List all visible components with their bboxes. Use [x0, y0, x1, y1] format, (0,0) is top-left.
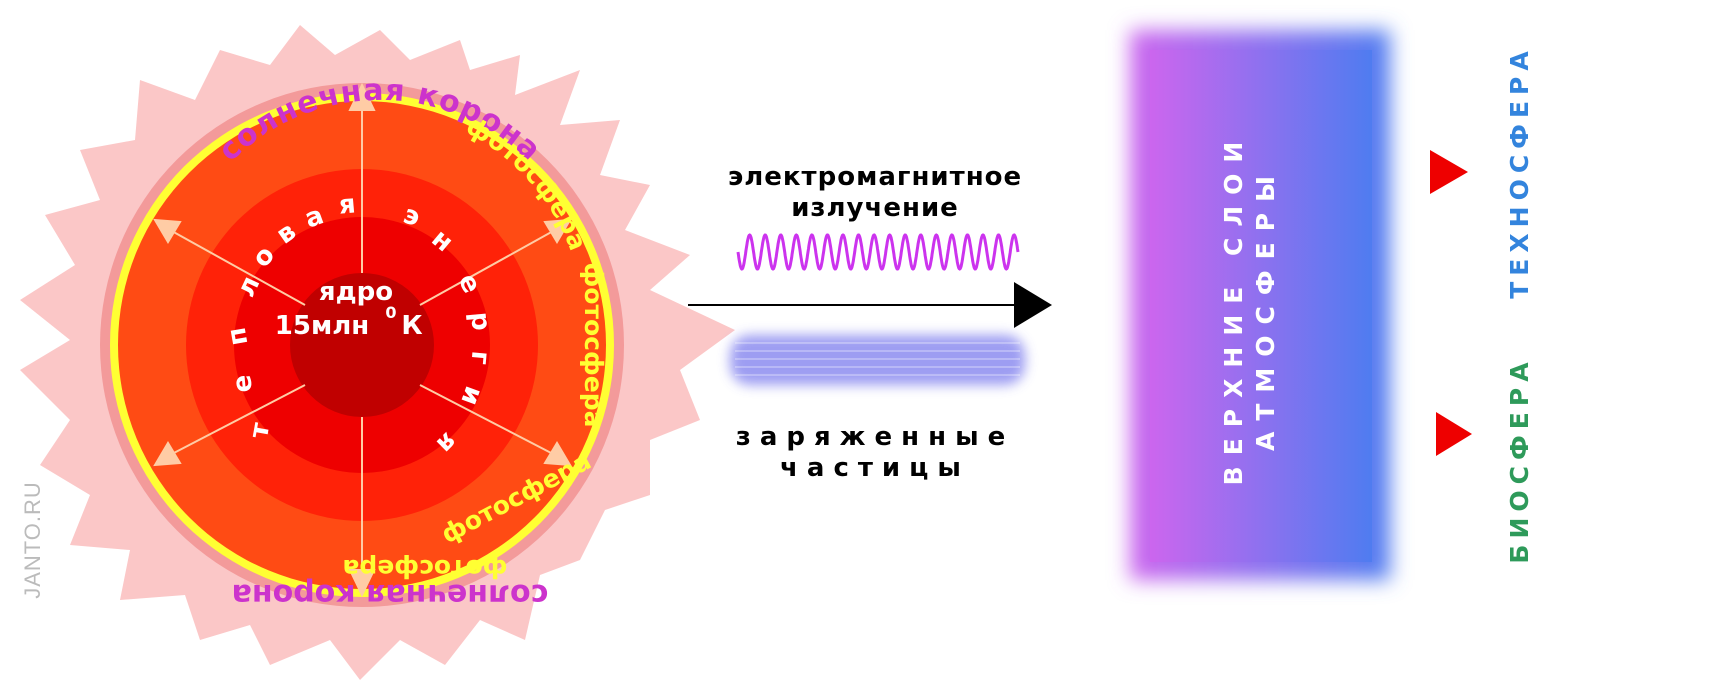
- flow-arrowhead: [1014, 282, 1052, 328]
- energy-letter: е: [227, 374, 258, 394]
- thermal-energy-arrows: [153, 82, 572, 598]
- upper-atmosphere: ВЕРХНИЕ СЛОИ АТМОСФЕРЫ: [1130, 30, 1390, 580]
- technosphere-marker: [1430, 150, 1468, 194]
- corona-label-bottom: солнечная корона: [232, 577, 549, 612]
- core-temperature-unit: К: [401, 311, 422, 341]
- biosphere-label: БИОСФЕРА: [1505, 356, 1534, 563]
- core-label-line1: ядро: [319, 277, 393, 307]
- core-temperature-number: 15млн: [275, 311, 369, 341]
- atmosphere-label-line1: ВЕРХНИЕ СЛОИ: [1219, 131, 1248, 486]
- photosphere-label-4: фотосфера: [343, 554, 508, 583]
- em-wave: [736, 233, 1020, 271]
- energy-letter: р: [464, 311, 496, 332]
- watermark: JANTO.RU: [20, 481, 45, 599]
- technosphere-label: ТЕХНОСФЕРА: [1505, 45, 1534, 298]
- energy-letter: г: [464, 350, 495, 366]
- radiation-flow: электромагнитное излучение заряженные ча…: [688, 162, 1052, 483]
- energy-letter: т: [244, 421, 276, 441]
- energy-letter: я: [338, 189, 357, 220]
- sun: солнечная корона солнечная корона фотосф…: [20, 25, 735, 680]
- charged-particles-label-line1: заряженные: [736, 422, 1015, 452]
- charged-particles-lines: [735, 342, 1020, 376]
- charged-particles-label-line2: частицы: [780, 453, 970, 483]
- em-radiation-label-line1: электромагнитное: [728, 162, 1022, 192]
- spheres: ТЕХНОСФЕРА БИОСФЕРА: [1430, 45, 1534, 564]
- core-temperature-degree: 0: [385, 303, 396, 322]
- atmosphere-label-line2: АТМОСФЕРЫ: [1251, 165, 1280, 451]
- sun-core: [290, 273, 434, 417]
- em-radiation-label-line2: излучение: [791, 193, 959, 223]
- photosphere-label-2: фотосфера: [579, 263, 608, 428]
- energy-letter: п: [222, 325, 255, 348]
- atmosphere-block: [1150, 50, 1372, 562]
- biosphere-marker: [1436, 412, 1472, 456]
- charged-particles-band: [730, 335, 1025, 385]
